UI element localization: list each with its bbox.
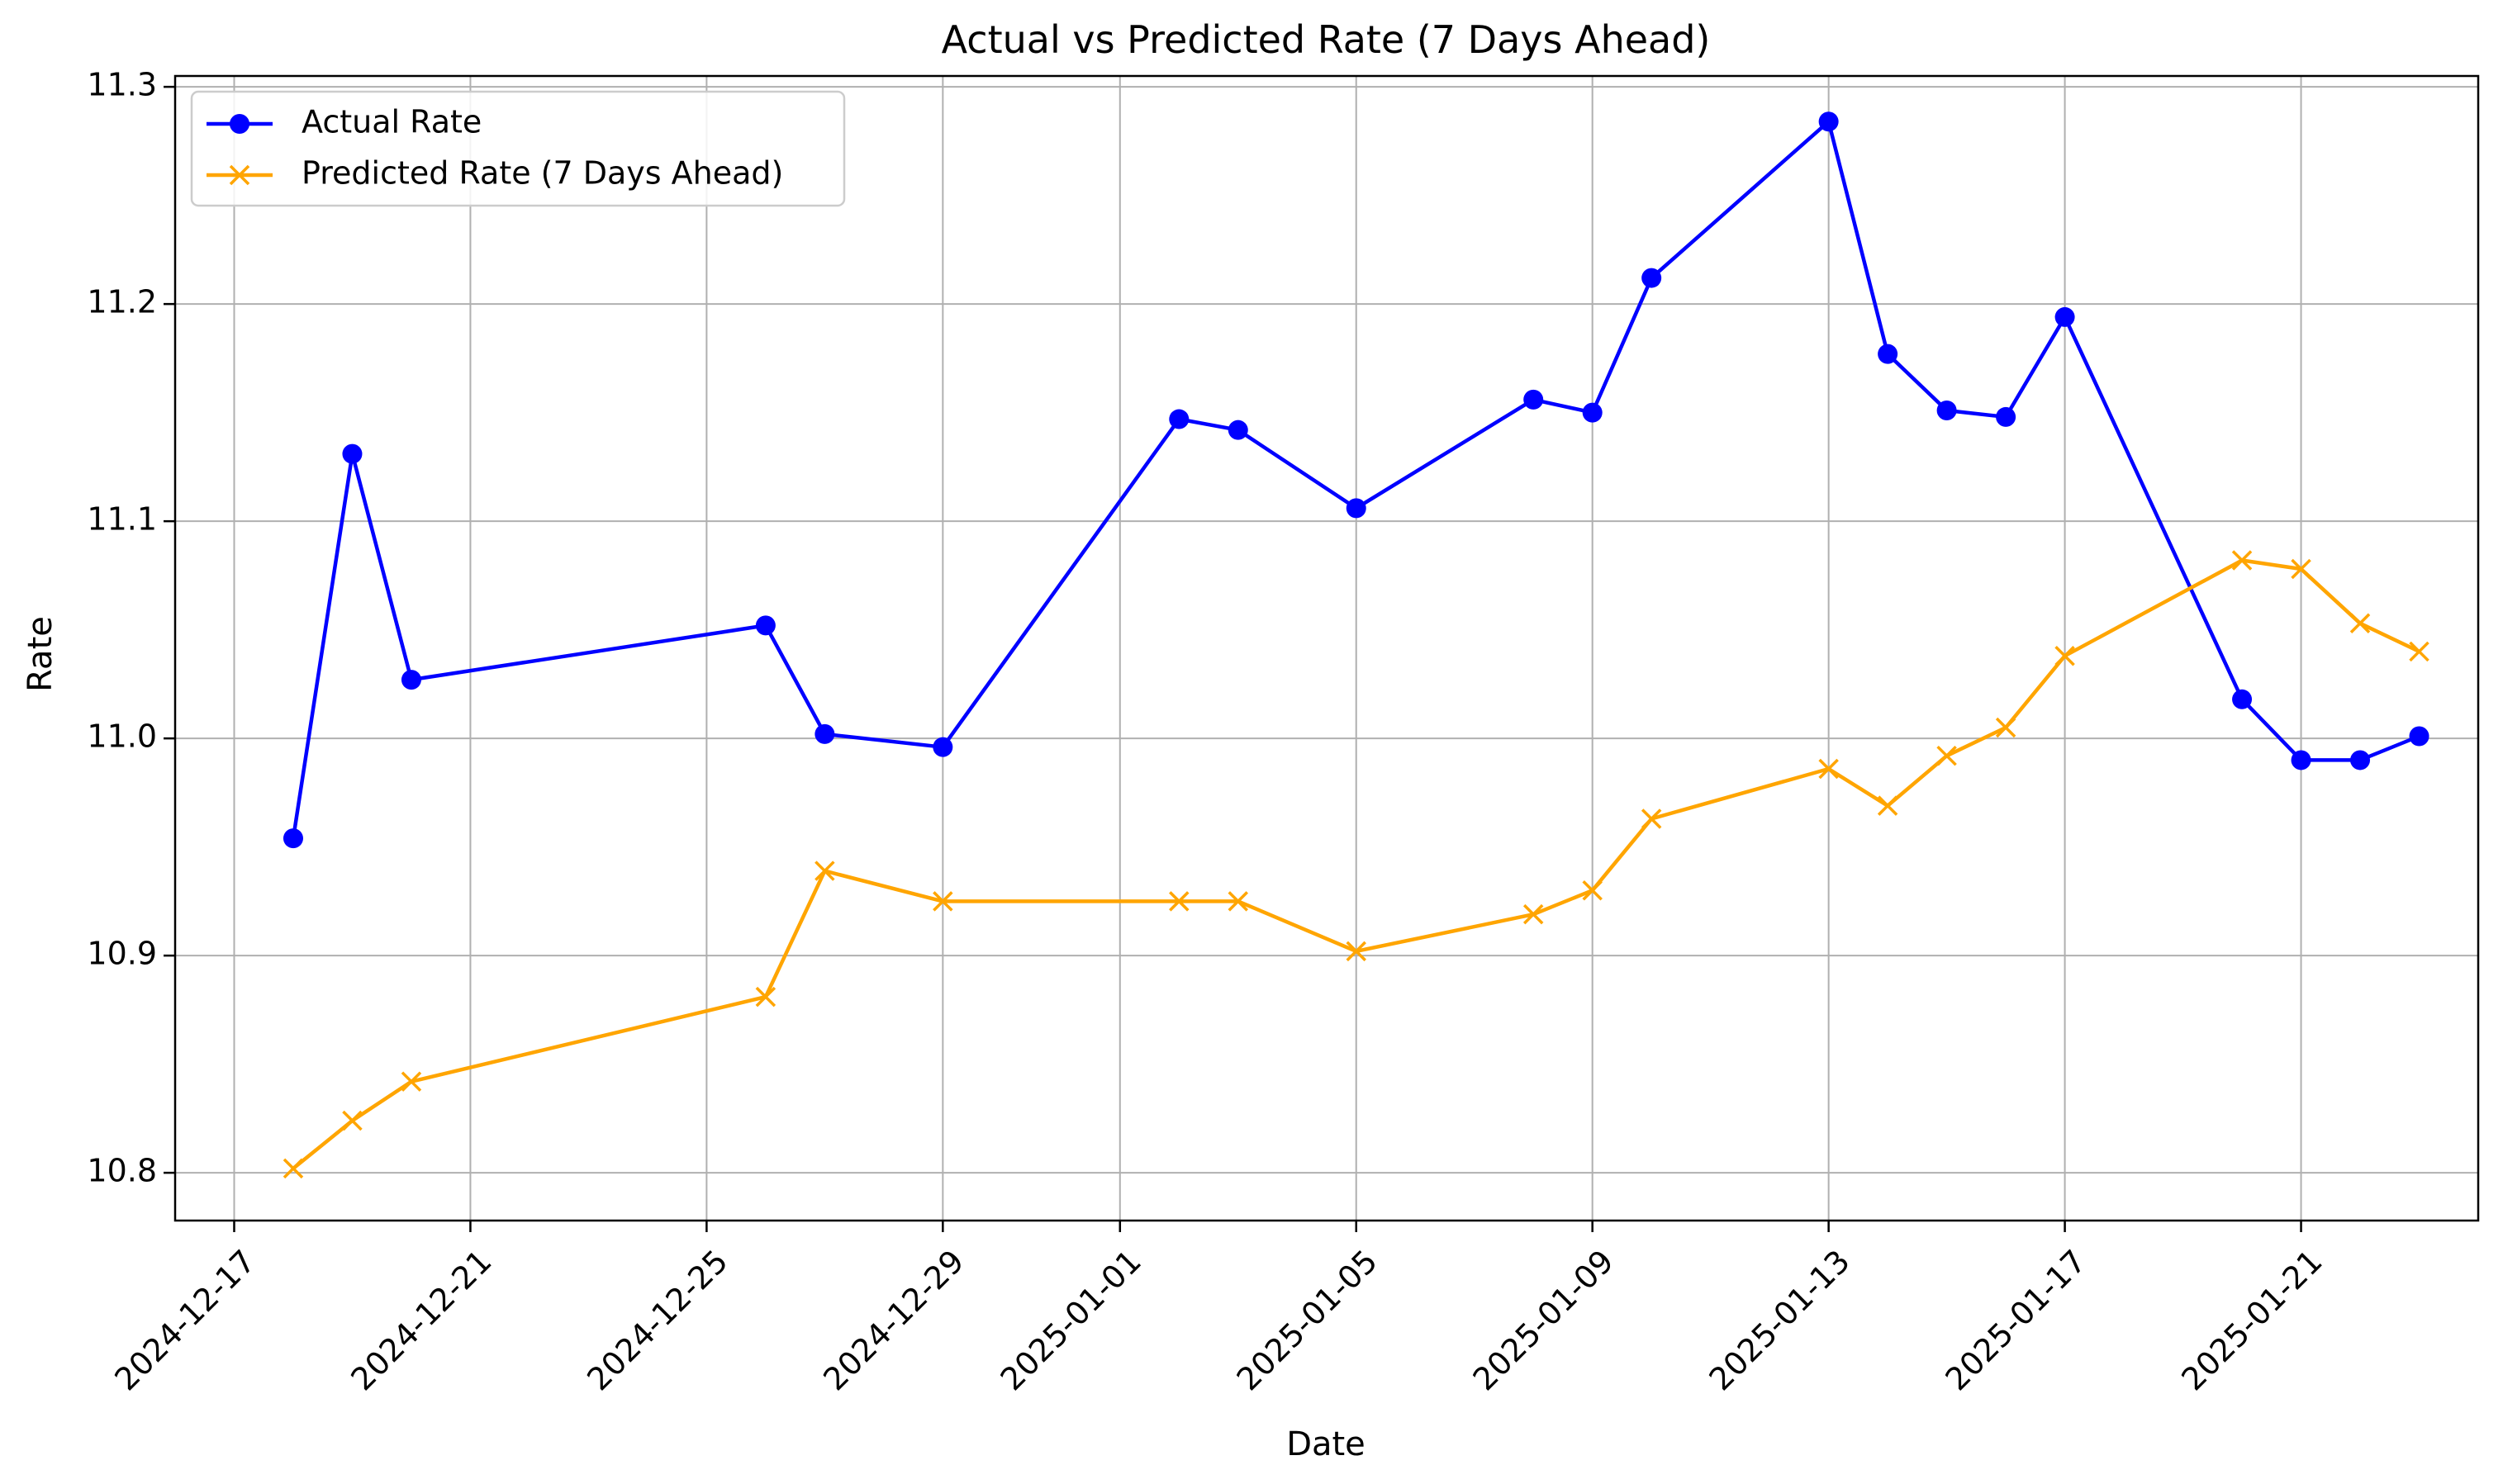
data-point-2 bbox=[2349, 613, 2371, 633]
x-marker-stroke bbox=[229, 164, 250, 186]
data-point-1 bbox=[2350, 750, 2371, 770]
data-point-2 bbox=[1936, 745, 1957, 766]
data-point-1 bbox=[1818, 111, 1839, 132]
y-tick-label: 11.2 bbox=[87, 284, 157, 320]
legend-label-1: Actual Rate bbox=[302, 104, 482, 140]
data-point-1 bbox=[1641, 268, 1662, 288]
x-marker-stroke bbox=[1936, 745, 1957, 766]
x-marker-stroke bbox=[283, 1158, 304, 1179]
data-point-2 bbox=[1818, 758, 1839, 780]
x-marker-stroke bbox=[2231, 550, 2253, 571]
y-tick-label: 10.9 bbox=[87, 936, 157, 972]
data-point-2 bbox=[2231, 550, 2253, 571]
data-point-2 bbox=[2409, 641, 2429, 662]
data-point-1 bbox=[342, 443, 363, 464]
x-axis-label: Date bbox=[1286, 1425, 1365, 1463]
data-point-2 bbox=[283, 1158, 304, 1179]
series-layer bbox=[283, 111, 2429, 1179]
data-point-2 bbox=[1169, 891, 1190, 912]
chart-title: Actual vs Predicted Rate (7 Days Ahead) bbox=[942, 17, 1711, 62]
data-point-2 bbox=[1582, 880, 1603, 901]
x-marker-stroke bbox=[933, 891, 953, 912]
y-tick-label: 10.8 bbox=[87, 1153, 157, 1189]
x-marker-stroke bbox=[1522, 903, 1544, 925]
grid bbox=[175, 76, 2478, 1221]
data-point-1 bbox=[1228, 420, 1248, 440]
data-point-2 bbox=[2291, 558, 2311, 580]
data-point-1 bbox=[755, 615, 776, 636]
y-tick-label: 11.0 bbox=[87, 718, 157, 755]
x-marker-stroke bbox=[1877, 795, 1898, 816]
x-marker-stroke bbox=[2054, 645, 2075, 666]
data-point-2 bbox=[1877, 795, 1898, 816]
x-marker-stroke bbox=[1228, 891, 1249, 912]
x-marker-stroke bbox=[755, 986, 777, 1008]
data-point-1 bbox=[283, 828, 303, 849]
data-point-2 bbox=[1641, 808, 1662, 829]
x-marker-stroke bbox=[2349, 613, 2371, 633]
data-point-1 bbox=[401, 670, 421, 690]
data-point-1 bbox=[933, 737, 953, 757]
data-point-1 bbox=[2054, 306, 2075, 327]
x-marker-stroke bbox=[1641, 808, 1662, 829]
legend-marker-2 bbox=[229, 164, 250, 186]
data-point-1 bbox=[2409, 726, 2429, 747]
x-marker-stroke bbox=[342, 1110, 363, 1131]
data-point-1 bbox=[2232, 689, 2253, 709]
data-point-1 bbox=[2291, 750, 2311, 770]
x-marker-stroke bbox=[1346, 941, 1366, 962]
data-point-2 bbox=[1522, 903, 1544, 925]
legend: Actual Rate Predicted Rate (7 Days Ahead) bbox=[190, 90, 846, 207]
data-point-2 bbox=[342, 1110, 363, 1131]
x-marker-stroke bbox=[2409, 641, 2429, 662]
data-point-1 bbox=[1169, 409, 1190, 429]
data-point-2 bbox=[1346, 941, 1366, 962]
data-point-2 bbox=[401, 1071, 422, 1092]
data-point-2 bbox=[1228, 891, 1249, 912]
legend-marker-1 bbox=[230, 114, 249, 134]
data-point-1 bbox=[1346, 498, 1366, 519]
data-point-1 bbox=[1936, 401, 1957, 421]
data-point-2 bbox=[815, 861, 835, 881]
plot-frame bbox=[173, 74, 2480, 1222]
y-tick-label: 11.1 bbox=[87, 501, 157, 538]
data-point-1 bbox=[1523, 389, 1544, 410]
data-point-1 bbox=[815, 723, 835, 744]
data-point-2 bbox=[2054, 645, 2075, 666]
x-marker-stroke bbox=[1169, 891, 1190, 912]
x-marker-stroke bbox=[1818, 758, 1839, 780]
legend-label-2: Predicted Rate (7 Days Ahead) bbox=[302, 155, 783, 192]
x-marker-stroke bbox=[401, 1071, 422, 1092]
data-point-1 bbox=[1878, 344, 1898, 364]
y-tick-label: 11.3 bbox=[87, 67, 157, 103]
data-point-1 bbox=[1996, 406, 2016, 427]
y-axis-label: Rate bbox=[21, 616, 59, 692]
x-marker-stroke bbox=[1995, 717, 2016, 738]
data-point-2 bbox=[1995, 717, 2016, 738]
data-point-2 bbox=[933, 891, 953, 912]
legend-box bbox=[190, 90, 846, 207]
x-marker-stroke bbox=[815, 861, 835, 881]
x-marker-stroke bbox=[1582, 880, 1603, 901]
data-point-1 bbox=[1582, 402, 1603, 423]
x-marker-stroke bbox=[2291, 558, 2311, 580]
data-point-2 bbox=[755, 986, 777, 1008]
